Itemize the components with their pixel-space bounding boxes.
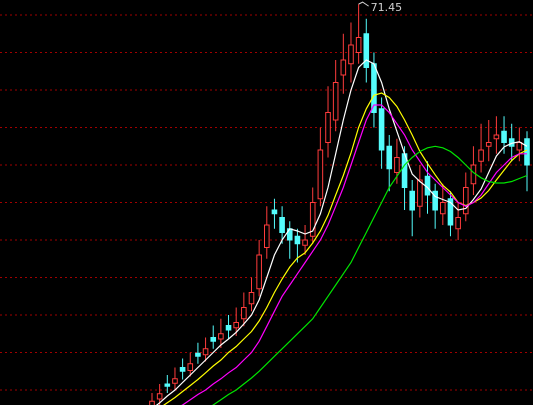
candle-body [149, 400, 155, 405]
candle-body [348, 44, 354, 65]
candle-body [279, 217, 285, 233]
candle-body [455, 217, 461, 230]
candle-body [164, 383, 171, 387]
candle-body [172, 378, 178, 384]
candle-body [156, 393, 163, 400]
candle-body [256, 254, 262, 290]
moving-average-line [211, 145, 528, 405]
candle-body [317, 149, 324, 200]
candle-body [409, 190, 416, 211]
candle-body [340, 59, 347, 76]
plot-area [0, 4, 533, 405]
candle-body [516, 142, 523, 151]
candle-body [233, 322, 239, 329]
candle-body [417, 179, 423, 207]
candle-body [501, 130, 507, 143]
candle-body [210, 337, 217, 342]
candle-body [179, 367, 186, 372]
candle-body [195, 352, 201, 357]
moving-average-line [181, 104, 527, 405]
annotation-leader [358, 1, 369, 7]
candle-body [493, 134, 500, 140]
candle-body [309, 202, 316, 237]
candle-body [462, 187, 469, 215]
candle-body [218, 333, 224, 340]
candle-body [524, 138, 530, 166]
candle-body [378, 108, 385, 151]
candle-body [248, 292, 255, 305]
candle-body [271, 209, 278, 215]
candle-body [355, 37, 362, 53]
candle-body [432, 190, 438, 211]
candle-body [478, 149, 484, 162]
candle-body [294, 235, 301, 245]
candle-body [225, 325, 232, 331]
candle-body [386, 145, 393, 170]
candle-body [325, 112, 331, 143]
candle-body [187, 363, 194, 371]
moving-average-line [155, 59, 528, 405]
candle-body [363, 33, 370, 68]
annotation-label: 71.45 [371, 1, 403, 14]
candle-body [332, 82, 339, 121]
candle-body [470, 164, 477, 185]
candle-body [302, 239, 308, 246]
candle-body [202, 348, 209, 356]
candle-body [440, 202, 446, 215]
candle-body [264, 224, 270, 248]
candle-body [394, 157, 400, 173]
candle-body [241, 307, 247, 320]
candle-body [485, 142, 492, 147]
candle-body [447, 198, 454, 226]
